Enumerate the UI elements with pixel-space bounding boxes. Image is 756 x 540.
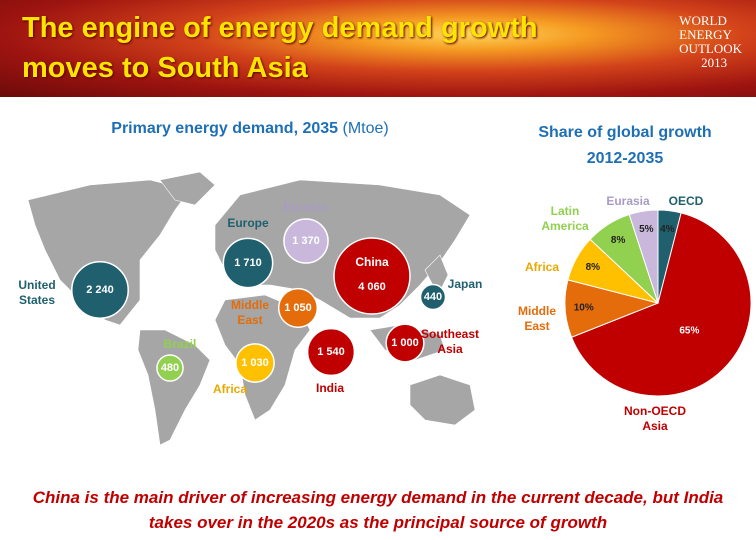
category-label: Africa [212, 382, 247, 396]
logo-line: WORLD [679, 13, 727, 28]
bubble [156, 354, 184, 382]
category-label: Non-OECD Asia [624, 404, 686, 433]
category-label: Eurasia [606, 194, 650, 208]
bubble [333, 237, 411, 315]
category-label: Southeast Asia [420, 327, 479, 356]
value-label: 2 240 [86, 284, 114, 296]
value-label: 4% [660, 224, 675, 235]
value-label: 10% [574, 302, 594, 313]
logo-line: ENERGY [679, 27, 732, 42]
category-label: Japan [447, 277, 483, 291]
category-label: Middle East [518, 304, 556, 333]
category-label: India [315, 381, 344, 395]
bubble [385, 323, 425, 363]
map-unit: (Mtoe) [342, 120, 389, 137]
value-label: 4 060 [358, 281, 386, 293]
value-label: 440 [424, 291, 442, 303]
caption: China is the main driver of increasing e… [32, 488, 724, 532]
bubble [222, 237, 274, 289]
category-label: Middle East [231, 298, 269, 327]
category-label: Latin America [541, 204, 589, 233]
logo-line: 2013 [701, 55, 728, 70]
slide-title: The engine of energy demand growth moves… [22, 12, 538, 84]
value-label: 1 540 [317, 346, 345, 358]
bubble [419, 283, 447, 311]
bubble [277, 287, 319, 329]
value-label: 1 000 [391, 337, 419, 349]
category-label: China [355, 255, 389, 269]
bubble [235, 343, 275, 383]
logo: WORLD ENERGY OUTLOOK 2013 [679, 14, 742, 70]
value-label: 480 [161, 362, 179, 374]
bubble [306, 327, 356, 377]
map-title-text: Primary energy demand, 2035 [111, 120, 339, 137]
value-label: 1 030 [241, 357, 269, 369]
map-title: Primary energy demand, 2035 (Mtoe) [60, 120, 440, 138]
pie-title-text: Share of global growth [538, 124, 712, 141]
pie-title: Share of global growth 2012-2035 [525, 120, 725, 172]
category-label: Brazil [163, 337, 197, 351]
value-label: 8% [611, 235, 626, 246]
value-label: 65% [679, 325, 699, 336]
category-label: Europe [227, 216, 269, 230]
category-label: United States [18, 278, 56, 307]
value-label: 1 370 [292, 235, 320, 247]
pie-slice [628, 209, 659, 304]
bubble [71, 261, 129, 319]
header: The engine of energy demand growth moves… [0, 0, 756, 97]
value-label: 1 710 [234, 257, 262, 269]
value-label: 1 050 [284, 302, 312, 314]
category-label: OECD [668, 194, 704, 208]
pie-subtitle: 2012-2035 [586, 150, 664, 167]
category-label: Africa [524, 260, 559, 274]
value-label: 5% [639, 224, 654, 235]
bubble [283, 218, 329, 264]
logo-line: OUTLOOK [679, 41, 742, 56]
pie-slice [570, 212, 752, 397]
value-label: 8% [586, 262, 601, 273]
category-label: Eurasia [283, 200, 327, 214]
